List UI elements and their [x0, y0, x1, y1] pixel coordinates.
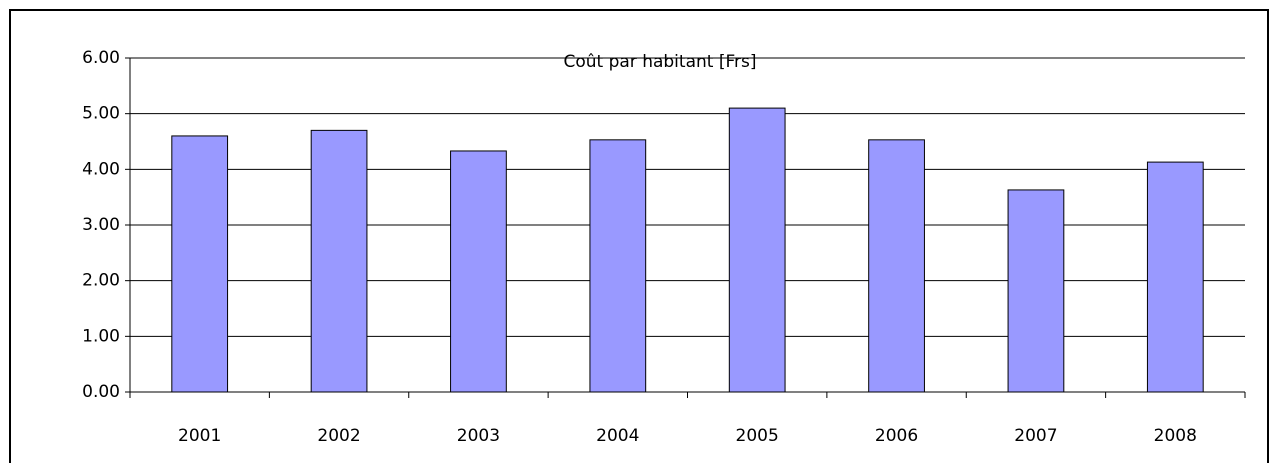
- y-tick-label: 4.00: [82, 159, 120, 179]
- bar: [310, 129, 368, 393]
- bar: [589, 139, 647, 393]
- x-tick-label: 2001: [178, 426, 221, 446]
- x-tick-label: 2004: [596, 426, 639, 446]
- x-tick-label: 2007: [1014, 426, 1057, 446]
- y-tick-label: 6.00: [82, 48, 120, 68]
- bar: [1146, 161, 1204, 393]
- y-tick-label: 2.00: [82, 271, 120, 291]
- bar: [171, 135, 229, 393]
- x-tick-label: 2006: [875, 426, 918, 446]
- bar: [728, 107, 786, 393]
- x-tick-label: 2008: [1154, 426, 1197, 446]
- bar: [1007, 189, 1065, 393]
- y-tick-label: 1.00: [82, 326, 120, 346]
- bar: [868, 139, 925, 393]
- y-tick-label: 3.00: [82, 215, 120, 235]
- chart-title: Coût par habitant [Frs]: [563, 52, 756, 72]
- x-tick-label: 2003: [457, 426, 500, 446]
- bar: [450, 150, 507, 393]
- y-tick-label: 5.00: [82, 104, 120, 124]
- x-tick-label: 2005: [736, 426, 779, 446]
- x-tick-label: 2002: [317, 426, 360, 446]
- y-tick-label: 0.00: [82, 382, 120, 402]
